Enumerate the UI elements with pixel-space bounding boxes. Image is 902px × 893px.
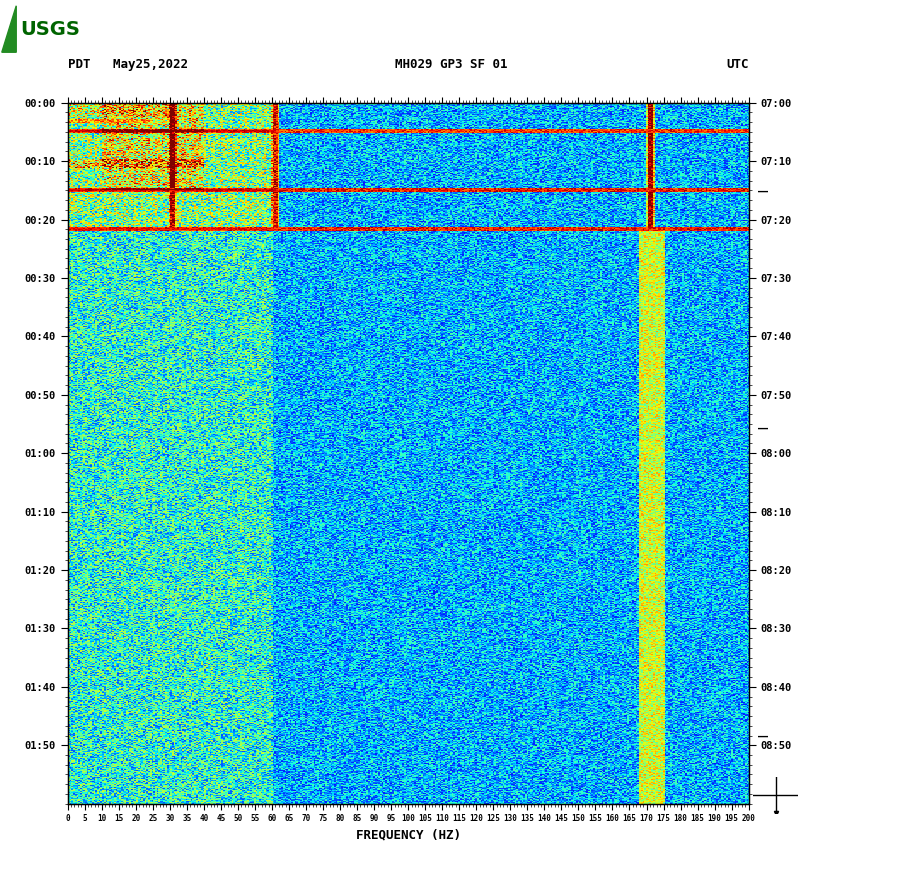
Text: USGS: USGS (20, 20, 79, 38)
Text: —: — (758, 420, 768, 438)
Text: PDT   May25,2022: PDT May25,2022 (68, 58, 188, 71)
Text: —: — (758, 183, 768, 201)
Text: UTC: UTC (726, 58, 749, 71)
Text: MH029 GP3 SF 01: MH029 GP3 SF 01 (395, 58, 507, 71)
Polygon shape (2, 5, 16, 52)
Text: —: — (758, 728, 768, 746)
X-axis label: FREQUENCY (HZ): FREQUENCY (HZ) (355, 829, 461, 842)
